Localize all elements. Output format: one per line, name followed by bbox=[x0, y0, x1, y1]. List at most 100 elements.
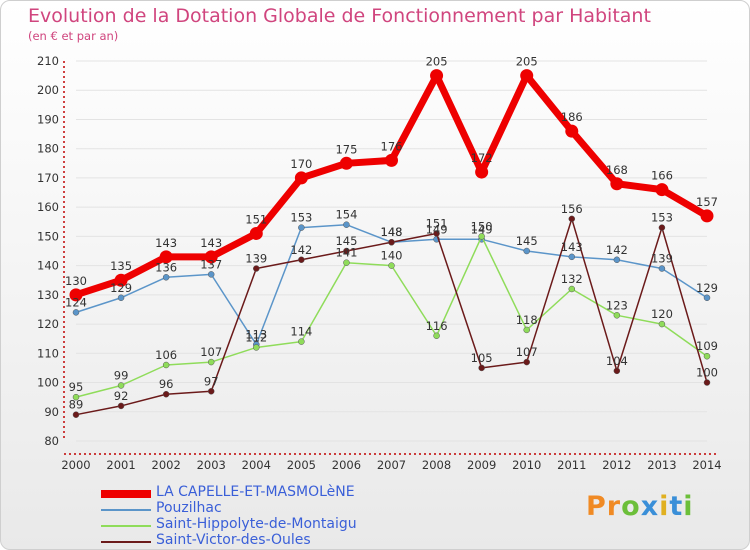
data-label-s2-2003: 107 bbox=[200, 345, 222, 359]
data-label-s3-2014: 100 bbox=[696, 366, 718, 380]
x-tick-label-2014: 2014 bbox=[692, 458, 721, 472]
data-point-s3-2009 bbox=[478, 364, 485, 372]
y-tick-label-130: 130 bbox=[37, 288, 59, 302]
logo-letter: P bbox=[586, 491, 607, 522]
logo-letter: t bbox=[669, 491, 684, 522]
data-label-s2-2007: 140 bbox=[381, 249, 403, 263]
data-label-s0-2009: 172 bbox=[471, 151, 493, 165]
data-label-s2-2000: 95 bbox=[69, 380, 84, 394]
data-point-s3-2014 bbox=[703, 379, 711, 386]
data-label-s0-2000: 130 bbox=[65, 274, 87, 288]
data-label-s3-2009: 105 bbox=[471, 351, 493, 365]
data-point-s2-2013 bbox=[658, 320, 666, 328]
logo-letter: o bbox=[621, 491, 641, 522]
data-label-s0-2005: 170 bbox=[290, 157, 312, 171]
data-point-s2-2007 bbox=[388, 262, 395, 269]
data-point-s2-2012 bbox=[613, 312, 621, 319]
data-point-s2-2004 bbox=[253, 344, 260, 351]
data-label-s3-2004: 139 bbox=[245, 252, 267, 266]
data-label-s0-2008: 205 bbox=[426, 55, 448, 69]
data-label-s2-2010: 118 bbox=[516, 313, 538, 327]
data-point-s3-2012 bbox=[613, 367, 621, 375]
data-label-s3-2010: 107 bbox=[516, 345, 538, 359]
data-point-s1-2005 bbox=[298, 224, 305, 231]
logo-letter: i bbox=[683, 491, 694, 522]
y-tick-label-210: 210 bbox=[37, 54, 59, 68]
logo-letter: r bbox=[606, 491, 622, 522]
data-point-s3-2005 bbox=[298, 256, 305, 264]
data-label-s3-2007: 148 bbox=[381, 225, 403, 239]
legend-swatch-3 bbox=[101, 541, 151, 543]
chart-subtitle: (en € et par an) bbox=[28, 29, 119, 43]
legend-swatch-2 bbox=[101, 525, 151, 527]
data-label-s3-2005: 142 bbox=[290, 243, 312, 257]
data-point-s3-2008 bbox=[433, 230, 440, 237]
data-point-s3-2006 bbox=[343, 247, 350, 255]
y-tick-label-140: 140 bbox=[37, 259, 59, 273]
data-point-s3-2004 bbox=[253, 265, 260, 272]
data-label-s2-2014: 109 bbox=[696, 339, 718, 353]
y-tick-label-110: 110 bbox=[37, 346, 59, 360]
data-label-s1-2011: 143 bbox=[561, 240, 583, 254]
x-tick-label-2008: 2008 bbox=[422, 458, 451, 472]
data-point-s0-2011 bbox=[565, 124, 579, 138]
data-label-s0-2006: 175 bbox=[335, 142, 357, 156]
data-point-s2-2008 bbox=[433, 332, 440, 340]
data-label-s2-2005: 114 bbox=[290, 325, 312, 339]
y-tick-label-180: 180 bbox=[37, 142, 59, 156]
data-point-s0-2009 bbox=[475, 165, 489, 179]
y-tick-label-90: 90 bbox=[44, 405, 59, 419]
data-label-s3-2012: 104 bbox=[606, 354, 628, 368]
data-point-s2-2001 bbox=[117, 382, 125, 389]
legend-label-2: Saint-Hippolyte-de-Montaigu bbox=[156, 516, 357, 532]
x-tick-label-2002: 2002 bbox=[152, 458, 181, 472]
data-point-s0-2012 bbox=[610, 177, 624, 191]
data-point-s1-2014 bbox=[703, 294, 711, 302]
y-tick-label-100: 100 bbox=[37, 376, 59, 390]
x-tick-label-2006: 2006 bbox=[332, 458, 361, 472]
data-label-s3-2006: 145 bbox=[335, 234, 357, 248]
data-label-s2-2009: 150 bbox=[471, 219, 493, 233]
data-label-s0-2001: 135 bbox=[110, 259, 132, 273]
y-tick-label-160: 160 bbox=[37, 200, 59, 214]
data-label-s1-2000: 124 bbox=[65, 295, 87, 309]
data-label-s1-2013: 139 bbox=[651, 252, 673, 266]
data-label-s1-2008: 149 bbox=[426, 222, 448, 236]
data-point-s2-2014 bbox=[703, 352, 711, 360]
logo-letter: i bbox=[659, 491, 670, 522]
data-label-s0-2012: 168 bbox=[606, 163, 628, 177]
data-point-s1-2000 bbox=[72, 309, 80, 316]
data-label-s0-2004: 151 bbox=[245, 212, 267, 226]
data-point-s0-2014 bbox=[700, 209, 714, 223]
data-point-s3-2010 bbox=[523, 358, 530, 366]
legend-label-3: Saint-Victor-des-Oules bbox=[156, 532, 311, 548]
data-point-s1-2011 bbox=[568, 253, 576, 261]
data-point-s3-2011 bbox=[568, 215, 576, 223]
data-point-s1-2002 bbox=[162, 274, 170, 281]
legend-label-0: LA CAPELLE-ET-MASMOLèNE bbox=[156, 484, 355, 500]
legend-swatch-0 bbox=[101, 490, 151, 498]
data-point-s1-2012 bbox=[613, 256, 621, 264]
data-label-s0-2011: 186 bbox=[561, 110, 583, 124]
chart-title: Evolution de la Dotation Globale de Fonc… bbox=[28, 5, 651, 27]
data-point-s0-2007 bbox=[385, 153, 398, 167]
data-label-s2-2011: 132 bbox=[561, 272, 583, 286]
y-tick-label-170: 170 bbox=[37, 171, 59, 185]
legend-label-1: Pouzilhac bbox=[156, 500, 222, 516]
x-tick-label-2007: 2007 bbox=[377, 458, 406, 472]
y-tick-label-150: 150 bbox=[37, 229, 59, 243]
data-label-s1-2001: 129 bbox=[110, 281, 132, 295]
x-tick-label-2009: 2009 bbox=[467, 458, 496, 472]
data-point-s3-2007 bbox=[388, 238, 395, 246]
data-label-s1-2014: 129 bbox=[696, 281, 718, 295]
data-label-s1-2003: 137 bbox=[200, 257, 222, 271]
data-label-s2-2008: 116 bbox=[426, 319, 448, 333]
data-label-s1-2006: 154 bbox=[335, 208, 357, 222]
x-tick-label-2003: 2003 bbox=[197, 458, 226, 472]
data-point-s1-2013 bbox=[658, 265, 666, 272]
data-point-s2-2009 bbox=[478, 233, 485, 240]
x-tick-label-2010: 2010 bbox=[512, 458, 541, 472]
data-label-s3-2001: 92 bbox=[114, 389, 129, 403]
x-tick-label-2012: 2012 bbox=[602, 458, 631, 472]
